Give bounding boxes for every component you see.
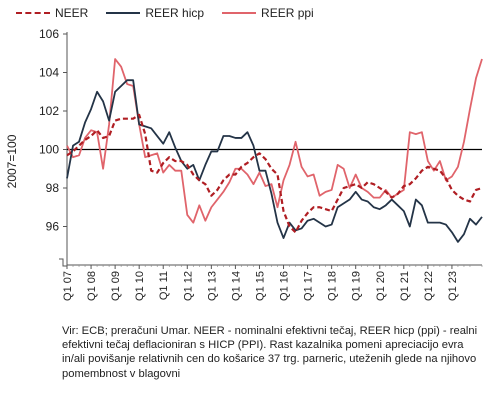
y-tick-label: 102 [39, 104, 59, 118]
x-tick-label: Q1 07 [62, 271, 74, 301]
axis-break-icon [59, 258, 67, 267]
x-tick-label: Q1 22 [423, 271, 435, 301]
series-line-neer [66, 113, 483, 234]
axes: 96 98 100 102 104 106 2007=100 Q1 07 Q1 08 Q1 09 Q… [5, 27, 483, 301]
y-tick-label: 98 [46, 181, 60, 195]
series-line-reer-ppi [66, 58, 483, 224]
x-tick-label: Q1 14 [230, 271, 242, 301]
legend-label-neer: NEER [55, 6, 89, 20]
line-chart: 96 98 100 102 104 106 2007=100 Q1 07 Q1 08 Q1 09 Q… [5, 27, 483, 301]
series-group [66, 58, 483, 243]
x-tick-label: Q1 17 [303, 271, 315, 301]
legend-item-neer: NEER [16, 6, 88, 20]
y-tick-label: 106 [39, 27, 59, 41]
legend-item-reer-hicp: REER hicp [106, 6, 204, 20]
x-tick-label: Q1 11 [158, 271, 170, 300]
x-tick-label: Q1 23 [447, 271, 459, 301]
legend-item-reer-ppi: REER ppi [222, 6, 314, 20]
legend-swatch-neer [16, 12, 50, 14]
chart-legend: NEER REER hicp REER ppi [16, 6, 332, 20]
y-tick-label: 96 [46, 220, 60, 234]
x-tick-label: Q1 13 [206, 271, 218, 301]
x-tick-label: Q1 08 [86, 271, 98, 301]
legend-swatch-reer-hicp [106, 12, 141, 14]
x-tick-label: Q1 20 [375, 271, 387, 301]
legend-label-reer-hicp: REER hicp [145, 6, 205, 20]
x-tick-label: Q1 21 [399, 271, 411, 301]
y-tick-label: 100 [39, 143, 59, 157]
y-axis-label: 2007=100 [5, 134, 19, 188]
source-note: Vir: ECB; preračuni Umar. NEER - nominal… [62, 325, 478, 380]
x-tick-label: Q1 16 [279, 271, 291, 301]
x-tick-label: Q1 10 [134, 271, 146, 301]
x-tick-label: Q1 18 [327, 271, 339, 301]
x-tick-label: Q1 09 [110, 271, 122, 301]
y-tick-label: 104 [39, 66, 59, 80]
x-tick-label: Q1 12 [182, 271, 194, 301]
series-line-reer-hicp [66, 79, 483, 243]
legend-swatch-reer-ppi [222, 12, 257, 14]
legend-label-reer-ppi: REER ppi [261, 6, 314, 20]
x-tick-label: Q1 19 [351, 271, 363, 301]
x-tick-label: Q1 15 [254, 271, 266, 301]
